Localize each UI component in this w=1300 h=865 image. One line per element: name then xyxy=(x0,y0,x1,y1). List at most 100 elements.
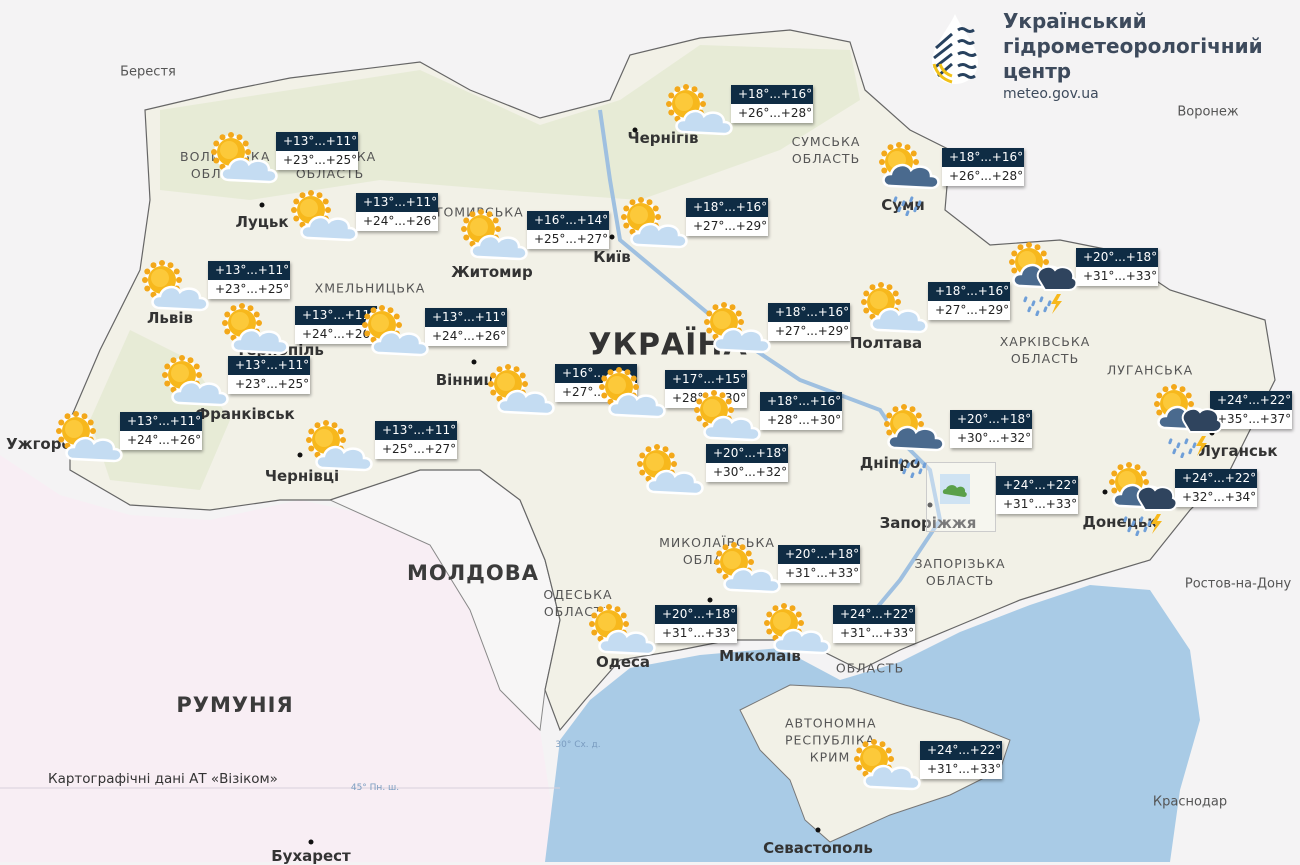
day-temperature: +31°...+33° xyxy=(1076,267,1158,286)
forecast-label[interactable]: +20°...+18° +30°...+32° xyxy=(706,444,788,482)
partly-cloudy-icon[interactable] xyxy=(700,300,776,376)
thunderstorm-icon[interactable] xyxy=(1005,240,1081,316)
forecast-label[interactable]: +13°...+11° +24°...+26° xyxy=(425,308,507,346)
rain-icon[interactable] xyxy=(875,140,951,216)
thunderstorm-icon[interactable] xyxy=(1105,460,1181,536)
forecast-label[interactable]: +18°...+16° +27°...+29° xyxy=(928,282,1010,320)
forecast-label[interactable]: +13°...+11° +24°...+26° xyxy=(120,412,202,450)
city-marker xyxy=(259,202,265,208)
partly-cloudy-icon[interactable] xyxy=(358,303,434,379)
forecast-label[interactable]: +20°...+18° +30°...+32° xyxy=(950,410,1032,448)
cloudy-small-icon[interactable] xyxy=(926,462,1002,538)
day-temperature: +27°...+29° xyxy=(768,322,850,341)
forecast-label[interactable]: +18°...+16° +27°...+29° xyxy=(768,303,850,341)
forecast-label[interactable]: +24°...+22° +31°...+33° xyxy=(920,741,1002,779)
forecast-label[interactable]: +13°...+11° +24°...+26° xyxy=(356,193,438,231)
organization-name: Український гідрометеорологічний центр xyxy=(1003,9,1263,84)
night-temperature: +24°...+22° xyxy=(1210,391,1292,410)
night-temperature: +18°...+16° xyxy=(686,198,768,217)
region-label: ОБЛАСТЬ xyxy=(835,660,905,676)
day-temperature: +35°...+37° xyxy=(1210,410,1292,429)
forecast-label[interactable]: +18°...+16° +26°...+28° xyxy=(942,148,1024,186)
partly-cloudy-icon[interactable] xyxy=(585,602,661,678)
day-temperature: +23°...+25° xyxy=(208,280,290,299)
partly-cloudy-icon[interactable] xyxy=(633,442,709,518)
website-link[interactable]: meteo.gov.ua xyxy=(1003,86,1099,102)
partly-cloudy-icon[interactable] xyxy=(760,601,836,677)
night-temperature: +20°...+18° xyxy=(706,444,788,463)
map-place-label: Севастополь xyxy=(763,839,873,857)
forecast-label[interactable]: +13°...+11° +23°...+25° xyxy=(228,356,310,394)
night-temperature: +13°...+11° xyxy=(425,308,507,327)
map-place-label: Луганськ xyxy=(1198,442,1278,460)
forecast-label[interactable]: +18°...+16° +28°...+30° xyxy=(760,392,842,430)
map-place-label: Запоріжжя xyxy=(879,514,977,532)
partly-cloudy-icon[interactable] xyxy=(617,195,693,271)
forecast-label[interactable]: +24°...+22° +32°...+34° xyxy=(1175,469,1257,507)
day-temperature: +25°...+27° xyxy=(527,230,609,249)
day-temperature: +24°...+26° xyxy=(295,325,377,344)
thunderstorm-icon[interactable] xyxy=(1150,382,1226,458)
forecast-label[interactable]: +18°...+16° +26°...+28° xyxy=(731,85,813,123)
partly-cloudy-icon[interactable] xyxy=(857,280,933,356)
day-temperature: +30°...+32° xyxy=(706,463,788,482)
forecast-label[interactable]: +13°...+11° +25°...+27° xyxy=(375,421,457,459)
forecast-label[interactable]: +13°...+11° +23°...+25° xyxy=(276,132,358,170)
forecast-label[interactable]: +20°...+18° +31°...+33° xyxy=(1076,248,1158,286)
map-place-label: Ростов-на-Дону xyxy=(1184,576,1292,592)
day-temperature: +24°...+26° xyxy=(425,327,507,346)
map-place-label: Краснодар xyxy=(1152,794,1228,810)
partly-cloudy-icon[interactable] xyxy=(52,409,128,485)
rain-icon[interactable] xyxy=(880,402,956,478)
day-temperature: +31°...+33° xyxy=(778,564,860,583)
partly-cloudy-icon[interactable] xyxy=(710,540,786,616)
partly-cloudy-icon[interactable] xyxy=(662,82,738,158)
org-name-line: Український xyxy=(1003,9,1147,33)
partly-cloudy-icon[interactable] xyxy=(207,130,283,206)
drop-logo-icon xyxy=(932,14,978,84)
city-marker xyxy=(471,359,477,365)
forecast-label[interactable]: +18°...+16° +27°...+29° xyxy=(686,198,768,236)
forecast-label[interactable]: +16°...+14° +25°...+27° xyxy=(527,211,609,249)
night-temperature: +13°...+11° xyxy=(120,412,202,431)
partly-cloudy-icon[interactable] xyxy=(595,365,671,441)
night-temperature: +13°...+11° xyxy=(228,356,310,375)
partly-cloudy-icon[interactable] xyxy=(218,301,294,377)
city-marker xyxy=(927,502,933,508)
map-place-label: Франківськ xyxy=(195,405,295,423)
forecast-label[interactable]: +13°...+11° +24°...+26° xyxy=(295,306,377,344)
day-temperature: +30°...+32° xyxy=(950,429,1032,448)
map-place-label: РУМУНІЯ xyxy=(176,693,294,717)
partly-cloudy-icon[interactable] xyxy=(138,258,214,334)
day-temperature: +32°...+34° xyxy=(1175,488,1257,507)
partly-cloudy-icon[interactable] xyxy=(690,388,766,464)
partly-cloudy-icon[interactable] xyxy=(302,418,378,494)
city-marker xyxy=(1102,489,1108,495)
partly-cloudy-icon[interactable] xyxy=(457,207,533,283)
night-temperature: +13°...+11° xyxy=(356,193,438,212)
map-place-label: Бухарест xyxy=(271,847,351,865)
map-place-label: Львів xyxy=(146,309,194,327)
forecast-label[interactable]: +24°...+22° +31°...+33° xyxy=(833,605,915,643)
forecast-label[interactable]: +20°...+18° +31°...+33° xyxy=(655,605,737,643)
forecast-label[interactable]: +24°...+22° +35°...+37° xyxy=(1210,391,1292,429)
map-place-label: Київ xyxy=(593,248,631,266)
night-temperature: +18°...+16° xyxy=(768,303,850,322)
map-place-label: Чернівці xyxy=(264,467,340,485)
partly-cloudy-icon[interactable] xyxy=(484,362,560,438)
partly-cloudy-icon[interactable] xyxy=(850,737,926,813)
region-label: ЖИТОМИРСЬКА xyxy=(410,204,524,220)
forecast-label[interactable]: +20°...+18° +31°...+33° xyxy=(778,545,860,583)
partly-cloudy-icon[interactable] xyxy=(287,188,363,264)
org-name-line: центр xyxy=(1003,59,1072,83)
map-place-label: Воронеж xyxy=(1177,104,1239,120)
night-temperature: +18°...+16° xyxy=(731,85,813,104)
day-temperature: +31°...+33° xyxy=(833,624,915,643)
night-temperature: +20°...+18° xyxy=(655,605,737,624)
map-place-label: 45° Пн. ш. xyxy=(350,783,400,793)
forecast-label[interactable]: +24°...+22° +31°...+33° xyxy=(996,476,1078,514)
map-place-label: Житомир xyxy=(451,263,533,281)
city-marker xyxy=(815,827,821,833)
partly-cloudy-icon[interactable] xyxy=(158,353,234,429)
forecast-label[interactable]: +13°...+11° +23°...+25° xyxy=(208,261,290,299)
